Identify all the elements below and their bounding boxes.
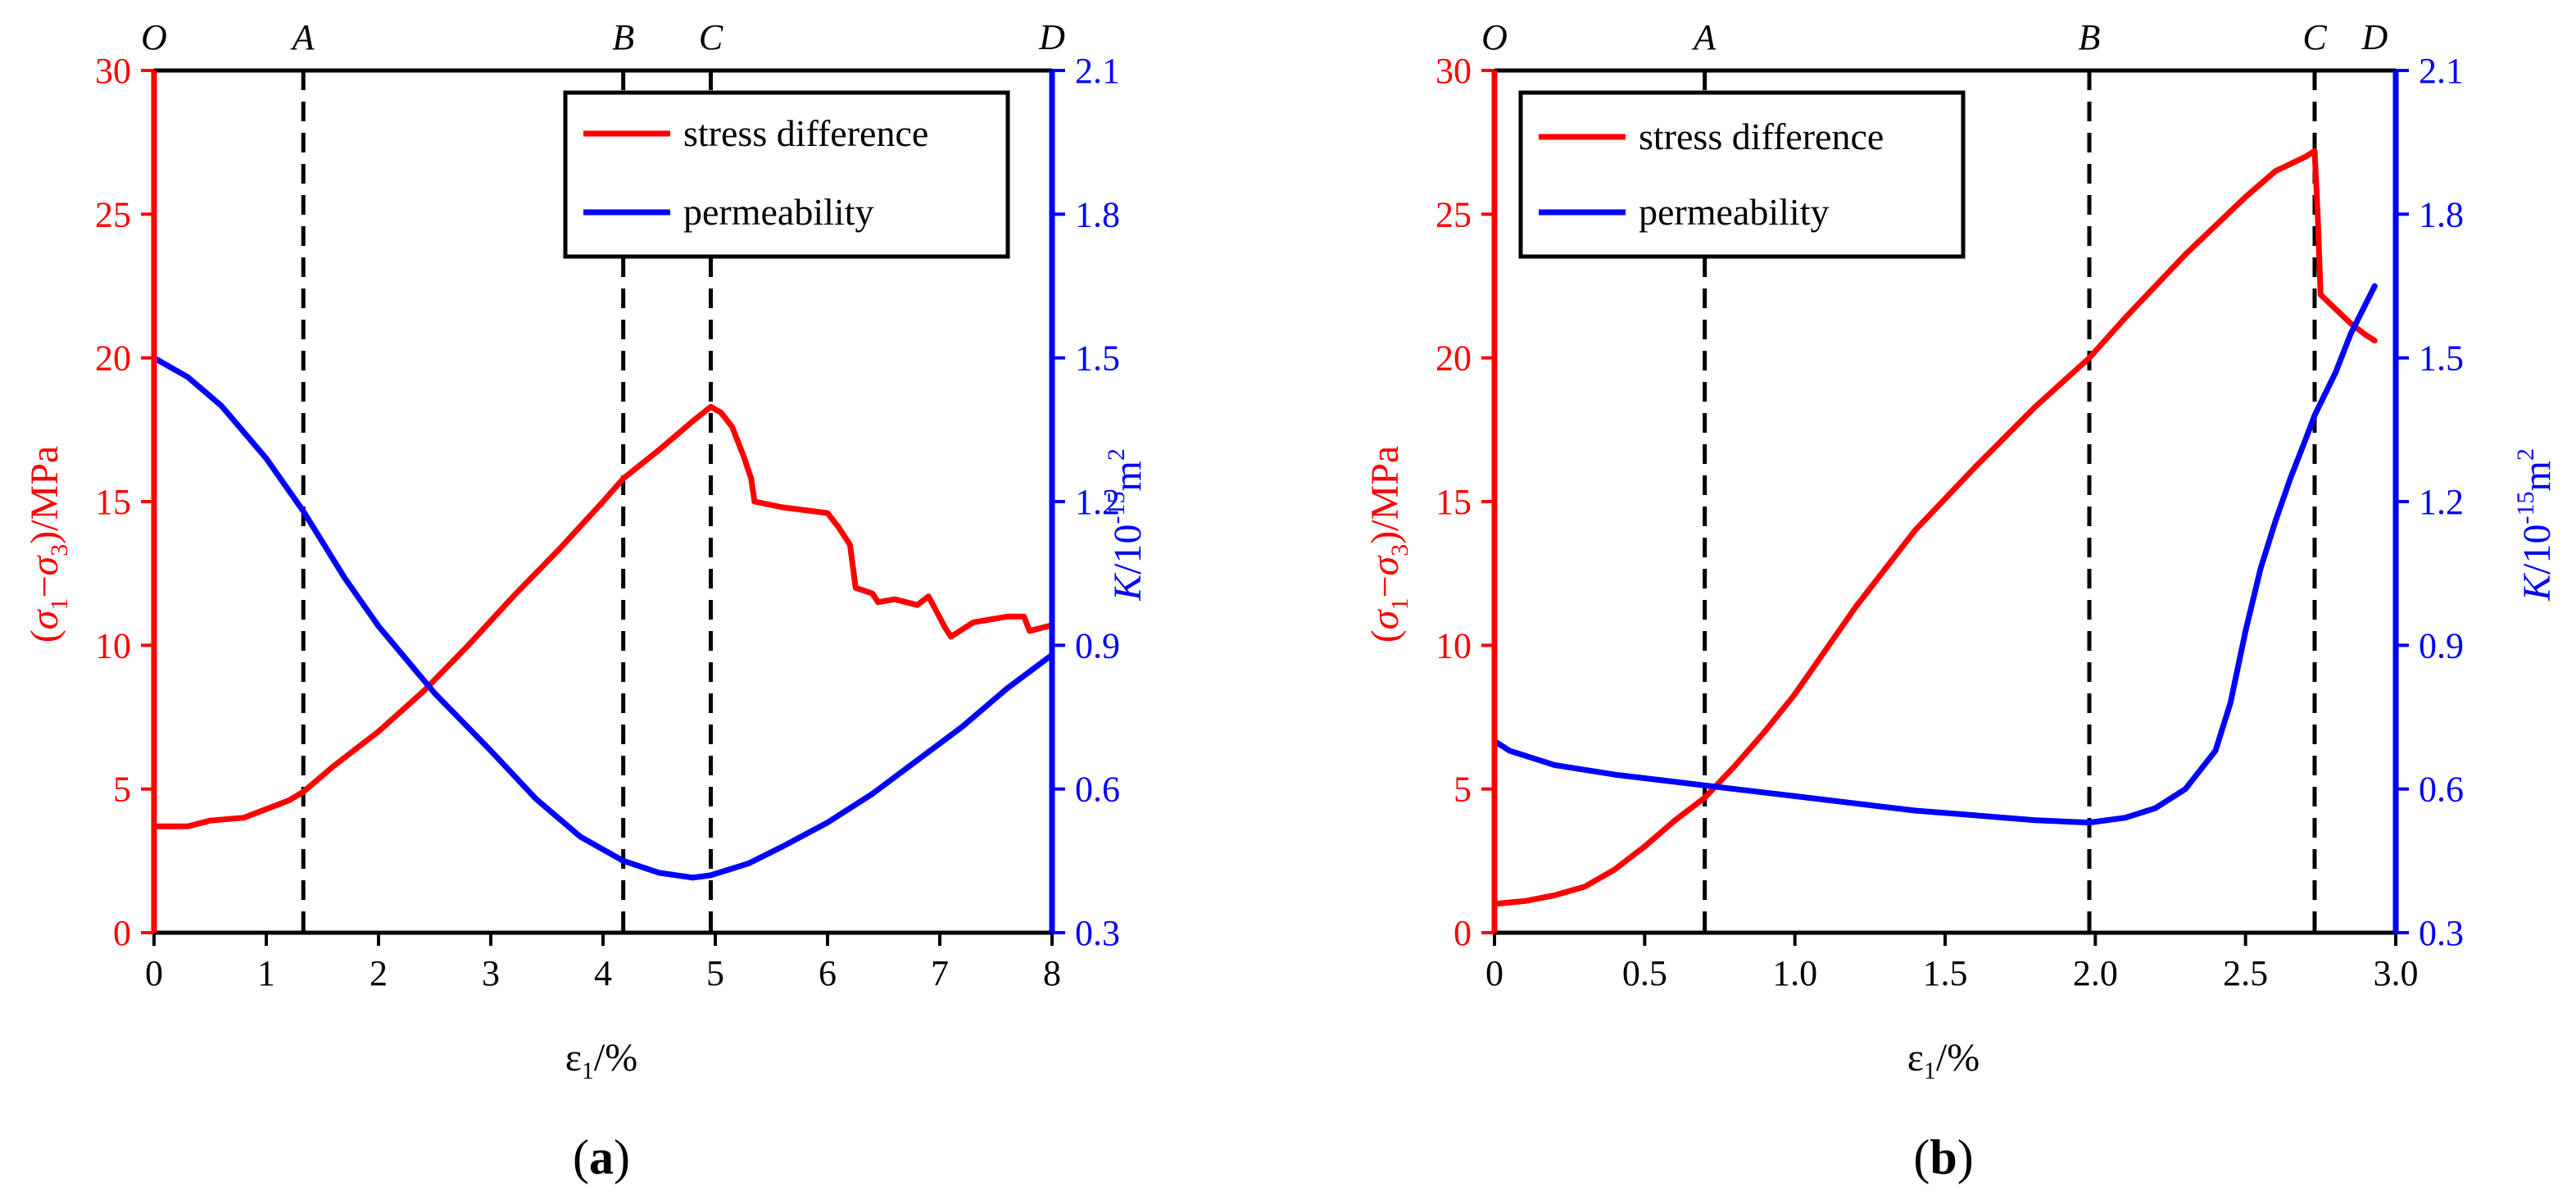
y-right-tick-label: 0.3	[2419, 913, 2464, 953]
x-tick-label: 2.0	[2073, 953, 2118, 993]
x-tick-label: 2	[370, 953, 388, 993]
legend-box	[1518, 90, 1966, 259]
stage-label-b: B	[2079, 17, 2101, 57]
y-right-ticks: 0.3 0.6 0.9 1.2 1.5 1.8 2.1	[1052, 51, 1120, 953]
y-right-tick-label: 1.2	[2419, 482, 2464, 522]
legend: stress difference permeability	[1518, 90, 1966, 259]
y-left-tick-label: 25	[1435, 194, 1472, 234]
y-right-tick-label: 0.3	[1075, 913, 1120, 953]
y-right-ticks: 0.3 0.6 0.9 1.2 1.5 1.8 2.1	[2396, 51, 2464, 953]
stage-label-o: O	[141, 17, 167, 57]
chart-b: O A B C D 0 0.5 1.0 1.5 2.0 2.5 3.0 0 5 10 15 20 25…	[1363, 17, 2559, 1184]
legend: stress difference permeability	[563, 90, 1010, 259]
stress-difference-line	[1491, 148, 2378, 907]
stage-label-o: O	[1481, 17, 1508, 57]
y-right-label: K/10-15m2	[2512, 448, 2559, 602]
stage-label-b: B	[612, 17, 634, 57]
y-left-tick-label: 30	[95, 51, 131, 91]
x-tick-label: 5	[706, 953, 724, 993]
stage-label-a: A	[290, 17, 315, 57]
x-tick-label: 3.0	[2374, 953, 2419, 993]
y-right-tick-label: 2.1	[1075, 51, 1120, 91]
y-left-tick-label: 20	[1435, 338, 1472, 379]
y-right-tick-label: 0.6	[2419, 770, 2464, 810]
x-ticks: 0 0.5 1.0 1.5 2.0 2.5 3.0	[1485, 933, 2419, 993]
y-left-label: (σ1−σ3)/MPa	[23, 446, 73, 643]
y-left-tick-label: 20	[95, 338, 131, 379]
y-right-tick-label: 1.8	[1075, 194, 1120, 234]
y-left-tick-label: 10	[95, 625, 131, 666]
y-right-tick-label: 0.9	[2419, 625, 2464, 666]
legend-entry-stress: stress difference	[683, 112, 928, 154]
x-label: ε1/%	[565, 1036, 637, 1084]
y-left-tick-label: 30	[1435, 51, 1472, 91]
permeability-line	[151, 355, 1055, 881]
y-left-tick-label: 0	[113, 913, 131, 953]
y-right-tick-label: 1.2	[1075, 482, 1120, 522]
x-ticks: 0 1 2 3 4 5 6 7 8	[145, 933, 1061, 993]
y-left-tick-label: 5	[1454, 770, 1472, 810]
legend-entry-stress: stress difference	[1639, 116, 1884, 157]
panel-label: (a)	[573, 1130, 630, 1184]
y-left-tick-label: 5	[113, 770, 131, 810]
x-tick-label: 6	[819, 953, 837, 993]
y-left-ticks: 0 5 10 15 20 25 30	[1435, 51, 1494, 953]
y-right-tick-label: 1.8	[2419, 194, 2464, 234]
x-tick-label: 4	[594, 953, 612, 993]
x-tick-label: 1.0	[1772, 953, 1817, 993]
x-tick-label: 8	[1043, 953, 1061, 993]
y-right-tick-label: 0.9	[1075, 625, 1120, 666]
x-label: ε1/%	[1907, 1036, 1980, 1084]
stage-label-c: C	[699, 17, 723, 57]
x-tick-label: 1.5	[1923, 953, 1968, 993]
y-right-tick-label: 1.5	[1075, 338, 1120, 379]
x-tick-label: 2.5	[2223, 953, 2268, 993]
x-tick-label: 7	[931, 953, 949, 993]
y-right-label: K/10-15m2	[1103, 448, 1150, 602]
legend-box	[563, 90, 1010, 259]
stage-label-d: D	[1038, 17, 1065, 57]
y-left-tick-label: 25	[95, 194, 131, 234]
permeability-line	[1491, 283, 2378, 826]
stress-difference-line	[151, 403, 1055, 829]
y-right-tick-label: 2.1	[2419, 51, 2464, 91]
stage-label-d: D	[2361, 17, 2388, 57]
y-left-tick-label: 10	[1435, 625, 1472, 666]
y-right-tick-label: 1.5	[2419, 338, 2464, 379]
x-tick-label: 3	[482, 953, 500, 993]
x-tick-label: 0.5	[1622, 953, 1667, 993]
legend-entry-permeability: permeability	[1639, 191, 1829, 233]
y-right-tick-label: 0.6	[1075, 770, 1120, 810]
x-tick-label: 0	[1485, 953, 1503, 993]
panel-label: (b)	[1913, 1130, 1973, 1184]
y-left-tick-label: 0	[1454, 913, 1472, 953]
stage-label-a: A	[1691, 17, 1717, 57]
stage-label-c: C	[2302, 17, 2327, 57]
y-left-label: (σ1−σ3)/MPa	[1363, 446, 1413, 643]
y-left-tick-label: 15	[95, 482, 131, 522]
y-left-tick-label: 15	[1435, 482, 1472, 522]
y-left-ticks: 0 5 10 15 20 25 30	[95, 51, 154, 953]
x-tick-label: 1	[257, 953, 275, 993]
x-tick-label: 0	[145, 953, 163, 993]
legend-entry-permeability: permeability	[683, 191, 873, 233]
